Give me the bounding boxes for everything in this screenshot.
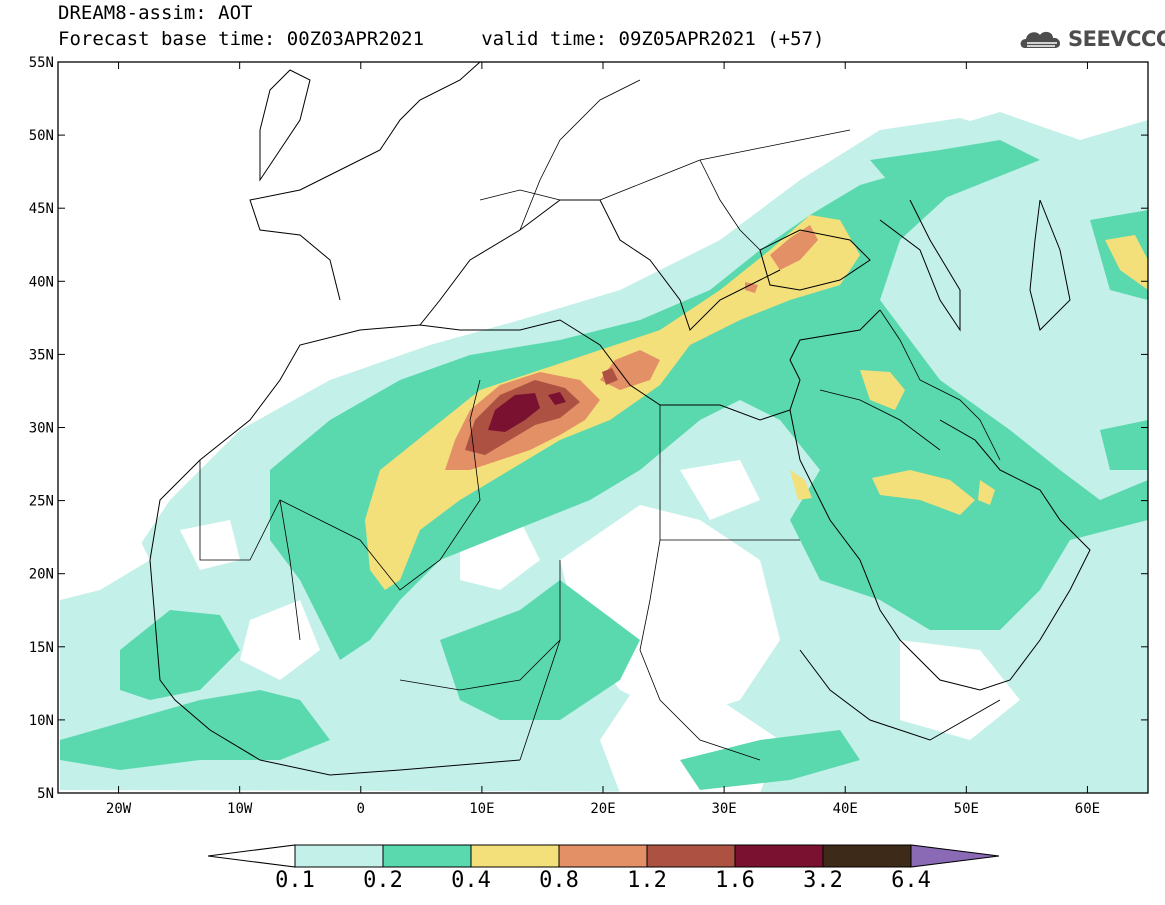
country-borders [199,79,1001,761]
logo-text: SEEVCCC [1068,27,1165,51]
colorbar-segment [294,844,384,868]
colorbar-level-label: 6.4 [891,868,931,893]
lon-label: 50E [954,801,979,817]
lat-label: 30N [29,421,54,437]
lon-label: 20E [590,801,615,817]
aot-level-0.2 [60,140,1148,790]
lon-label: 40E [833,801,858,817]
forecast-time-subtitle: Forecast base time: 00Z03APR2021 valid t… [58,28,825,50]
axis-ticks [58,61,1148,794]
colorbar-level-label: 1.2 [627,868,667,893]
lon-label: 10E [469,801,494,817]
cloud-logo-icon [1020,31,1061,48]
map-title: DREAM8-assim: AOT [58,2,253,24]
lat-label: 55N [29,55,54,71]
longitude-labels: 20W 10W 0 10E 20E 30E 40E 50E 60E [106,801,1100,817]
lon-label: 60E [1075,801,1100,817]
lat-label: 25N [29,494,54,510]
colorbar-level-label: 0.1 [275,868,315,893]
colorbar-level-label: 3.2 [803,868,843,893]
colorbar-level-label: 1.6 [715,868,755,893]
lat-label: 50N [29,128,54,144]
aot-level-1.6 [488,392,566,432]
colorbar-segment [646,844,736,868]
coastlines [149,62,1091,776]
lat-label: 35N [29,347,54,363]
lon-label: 20W [106,801,132,817]
latitude-labels: 55N 50N 45N 40N 35N 30N 25N 20N 15N 10N 5N [29,55,54,802]
colorbar-segment [382,844,472,868]
colorbar-over-arrow [910,844,1000,868]
lat-label: 10N [29,713,54,729]
seevccc-logo [1017,24,1157,56]
colorbar-segment [470,844,560,868]
lat-label: 40N [29,274,54,290]
lon-label: 30E [711,801,736,817]
colorbar-level-label: 0.2 [363,868,403,893]
colorbar-level-label: 0.8 [539,868,579,893]
aot-field [58,62,1148,793]
colorbar-segment [822,844,912,868]
lon-label: 0 [357,801,365,817]
lat-label: 5N [37,786,54,802]
lat-label: 45N [29,201,54,217]
lat-label: 15N [29,640,54,656]
colorbar-segment [558,844,648,868]
lat-label: 20N [29,567,54,583]
aot-level-0.4 [365,215,1148,590]
colorbar-under-arrow [207,844,296,868]
colorbar [207,844,1000,868]
colorbar-level-label: 0.4 [451,868,491,893]
colorbar-segment [734,844,824,868]
lon-label: 10W [227,801,253,817]
